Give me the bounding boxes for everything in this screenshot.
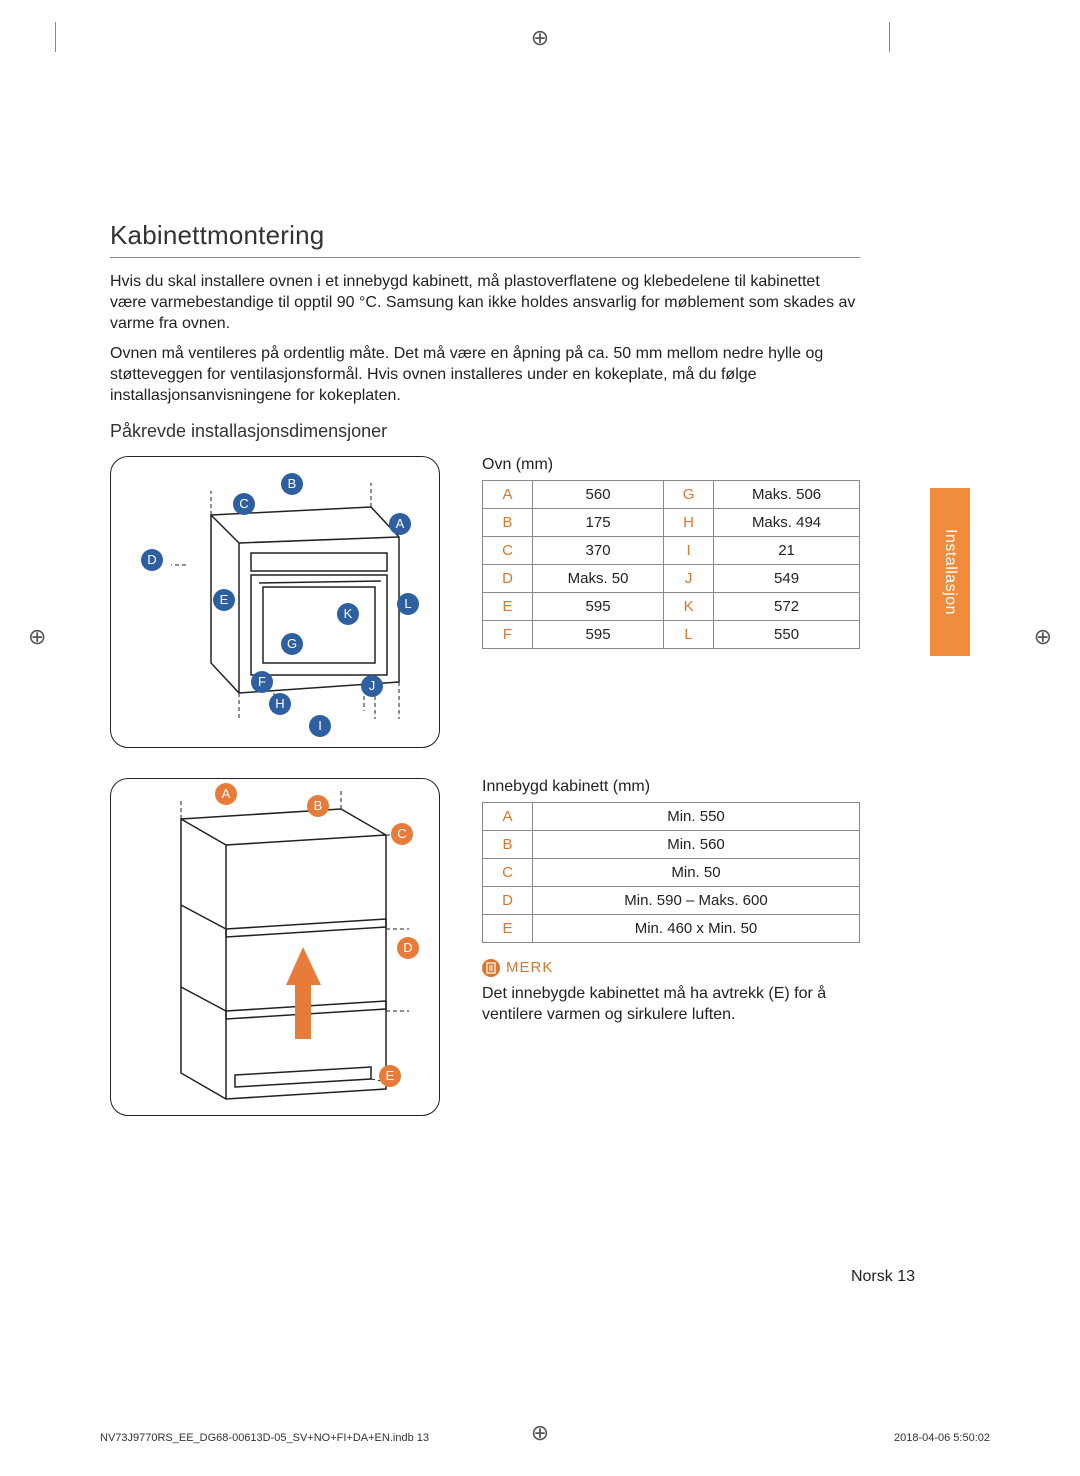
- callout-D2: D: [397, 937, 419, 959]
- subheading: Påkrevde installasjonsdimensjoner: [110, 421, 860, 442]
- table-row: EMin. 460 x Min. 50: [483, 914, 860, 942]
- table-row: BMin. 560: [483, 830, 860, 858]
- table-row: AMin. 550: [483, 802, 860, 830]
- footer-filename: NV73J9770RS_EE_DG68-00613D-05_SV+NO+FI+D…: [100, 1432, 429, 1444]
- note-header: MERK: [482, 959, 860, 977]
- reg-mark-top: ⊕: [0, 25, 1080, 51]
- table-row: E595K572: [483, 592, 860, 620]
- callout-A: A: [389, 513, 411, 535]
- underline-rule: [110, 257, 860, 258]
- note-label: MERK: [506, 959, 553, 976]
- page-content: Kabinettmontering Hvis du skal installer…: [110, 220, 860, 1146]
- footer-page: 13: [897, 1268, 915, 1285]
- page-number-footer: Norsk 13: [851, 1268, 915, 1286]
- table-row: C370I21: [483, 536, 860, 564]
- callout-L: L: [397, 593, 419, 615]
- paragraph-2: Ovnen må ventileres på ordentlig måte. D…: [110, 344, 860, 406]
- callout-D: D: [141, 549, 163, 571]
- reg-mark-right: ⊕: [1034, 624, 1052, 650]
- footer-timestamp: 2018-04-06 5:50:02: [894, 1432, 990, 1444]
- table-row: DMaks. 50J549: [483, 564, 860, 592]
- callout-C2: C: [391, 823, 413, 845]
- callout-G: G: [281, 633, 303, 655]
- callout-J: J: [361, 675, 383, 697]
- callout-F: F: [251, 671, 273, 693]
- table-row: A560GMaks. 506: [483, 480, 860, 508]
- table2-caption: Innebygd kabinett (mm): [482, 778, 860, 796]
- callout-E: E: [213, 589, 235, 611]
- callout-K: K: [337, 603, 359, 625]
- callout-B: B: [281, 473, 303, 495]
- footer-lang: Norsk: [851, 1268, 897, 1285]
- table-row: DMin. 590 – Maks. 600: [483, 886, 860, 914]
- callout-C: C: [233, 493, 255, 515]
- table-row: B175HMaks. 494: [483, 508, 860, 536]
- callout-I: I: [309, 715, 331, 737]
- cabinet-dimensions-diagram: A B C D E: [110, 778, 440, 1116]
- reg-mark-left: ⊕: [28, 624, 46, 650]
- oven-dimensions-diagram: B C A D E K L G F J H I: [110, 456, 440, 748]
- note-icon: [482, 959, 500, 977]
- note-text: Det innebygde kabinettet må ha avtrekk (…: [482, 983, 860, 1026]
- oven-dimensions-table: A560GMaks. 506 B175HMaks. 494 C370I21 DM…: [482, 480, 860, 649]
- table-row: F595L550: [483, 620, 860, 648]
- callout-A2: A: [215, 783, 237, 805]
- table1-caption: Ovn (mm): [482, 456, 860, 474]
- callout-B2: B: [307, 795, 329, 817]
- cabinet-dimensions-table: AMin. 550 BMin. 560 CMin. 50 DMin. 590 –…: [482, 802, 860, 943]
- paragraph-1: Hvis du skal installere ovnen i et inneb…: [110, 272, 860, 334]
- callout-H: H: [269, 693, 291, 715]
- table-row: CMin. 50: [483, 858, 860, 886]
- side-tab-label: Installasjon: [930, 488, 970, 656]
- callout-E2: E: [379, 1065, 401, 1087]
- section-title: Kabinettmontering: [110, 220, 860, 251]
